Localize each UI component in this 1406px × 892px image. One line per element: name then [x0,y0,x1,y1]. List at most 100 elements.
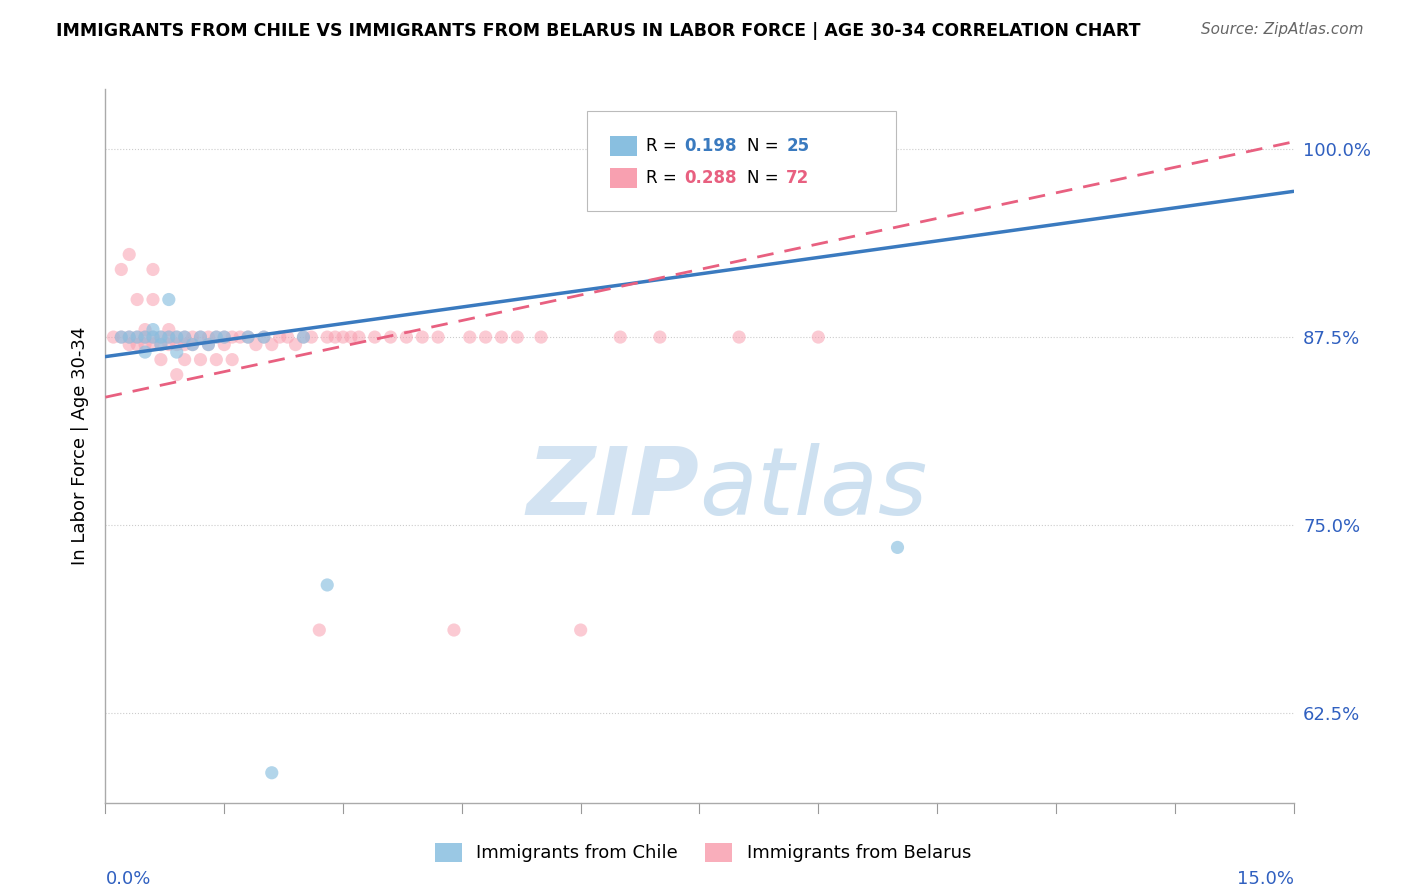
Text: 0.288: 0.288 [685,169,737,186]
Text: R =: R = [645,169,682,186]
Point [103,330,125,344]
Point [269,330,291,344]
Point [427,330,450,344]
Point [569,623,592,637]
Point [181,337,204,351]
Point [118,330,141,344]
Point [181,330,204,344]
Point [292,330,315,344]
Point [221,330,243,344]
Point [245,337,267,351]
Point [110,330,132,344]
Point [458,330,481,344]
Point [807,330,830,344]
Point [474,330,496,344]
Y-axis label: In Labor Force | Age 30-34: In Labor Force | Age 30-34 [70,326,89,566]
Text: R =: R = [645,136,682,154]
Point [149,337,172,351]
Point [277,330,299,344]
Point [110,262,132,277]
Point [316,330,339,344]
Point [308,623,330,637]
Point [142,330,165,344]
Point [284,337,307,351]
Point [205,330,228,344]
Text: 72: 72 [786,169,810,186]
Point [134,330,156,344]
Point [190,352,212,367]
Text: Source: ZipAtlas.com: Source: ZipAtlas.com [1201,22,1364,37]
Point [236,330,259,344]
Point [197,337,219,351]
Point [411,330,433,344]
Point [253,330,276,344]
Point [236,330,259,344]
Point [166,330,188,344]
Point [292,330,315,344]
Point [142,330,165,344]
Point [886,541,908,555]
Point [728,330,751,344]
Point [166,337,188,351]
Point [142,262,165,277]
Point [221,352,243,367]
Point [260,337,283,351]
Point [205,330,228,344]
Point [142,322,165,336]
Point [190,330,212,344]
Point [491,330,513,344]
Point [127,337,149,351]
Point [214,337,236,351]
Point [157,322,180,336]
Point [166,345,188,359]
Point [506,330,529,344]
FancyBboxPatch shape [586,111,896,211]
Point [648,330,671,344]
Point [157,330,180,344]
Point [149,330,172,344]
Point [229,330,252,344]
Point [340,330,363,344]
Legend: Immigrants from Chile, Immigrants from Belarus: Immigrants from Chile, Immigrants from B… [427,836,979,870]
Text: N =: N = [747,169,785,186]
Point [118,330,141,344]
Point [149,337,172,351]
Point [166,368,188,382]
FancyBboxPatch shape [610,136,637,155]
Point [173,330,195,344]
Point [332,330,354,344]
Text: atlas: atlas [700,443,928,534]
Point [190,330,212,344]
Point [127,293,149,307]
Point [134,345,156,359]
Point [181,337,204,351]
Point [530,330,553,344]
FancyBboxPatch shape [610,168,637,187]
Point [157,330,180,344]
Point [253,330,276,344]
Point [142,293,165,307]
Point [149,330,172,344]
Point [157,337,180,351]
Point [127,330,149,344]
Text: N =: N = [747,136,785,154]
Point [173,337,195,351]
Point [214,330,236,344]
Point [205,352,228,367]
Point [127,330,149,344]
Point [134,337,156,351]
Text: 15.0%: 15.0% [1236,871,1294,888]
Text: 25: 25 [786,136,810,154]
Point [134,322,156,336]
Text: 0.198: 0.198 [685,136,737,154]
Text: ZIP: ZIP [527,442,700,535]
Point [214,330,236,344]
Point [118,247,141,261]
Point [316,578,339,592]
Point [149,352,172,367]
Point [364,330,387,344]
Point [197,330,219,344]
Point [110,330,132,344]
Point [443,623,465,637]
Point [609,330,631,344]
